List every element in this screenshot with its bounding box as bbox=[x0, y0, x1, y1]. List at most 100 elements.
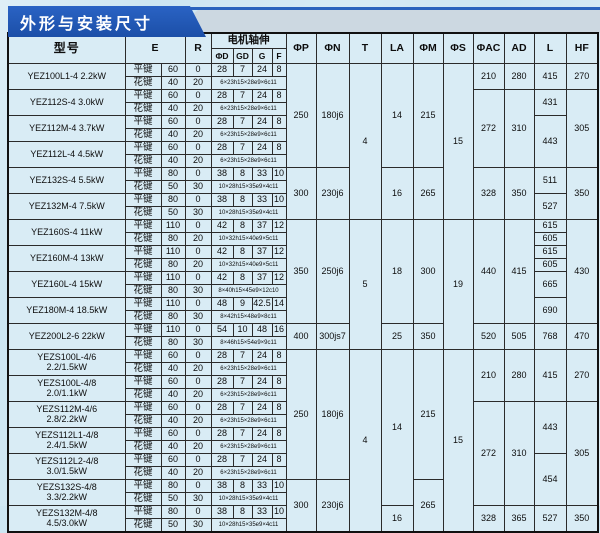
value-cell: 7 bbox=[232, 63, 253, 77]
model-cell: YEZ112L-4 4.5kW bbox=[7, 141, 126, 168]
value-cell: 8 bbox=[232, 219, 253, 233]
value-cell: 30 bbox=[184, 492, 212, 506]
table-body: YEZ100L1-4 2.2kW 平键 60 0 28 7 24 8 250 180j6 4 14 21… bbox=[7, 63, 599, 533]
value-cell: 300js7 bbox=[315, 323, 350, 350]
value-cell: 8 bbox=[232, 271, 253, 285]
model-cell: YEZ160L-4 15kW bbox=[7, 271, 126, 298]
value-cell: 280 bbox=[503, 63, 535, 90]
key-type-cell: 平键 bbox=[124, 297, 162, 311]
value-cell: 7 bbox=[232, 401, 253, 415]
spline-spec-cell: 6×23h15×28e9×6c11 bbox=[210, 128, 287, 142]
key-type-cell: 花键 bbox=[124, 258, 162, 272]
value-cell: 33 bbox=[251, 193, 273, 207]
header-gd: GD bbox=[232, 48, 253, 64]
value-cell: 470 bbox=[565, 323, 599, 350]
value-cell: 30 bbox=[184, 206, 212, 220]
value-cell: 28 bbox=[210, 349, 234, 363]
key-type-cell: 平键 bbox=[124, 115, 162, 129]
header-t: T bbox=[348, 32, 382, 64]
table-row: YEZ112L-4 4.5kW 平键 60 0 28 7 24 8 bbox=[7, 141, 598, 168]
spline-spec-cell: 10×28h15×35e9×4c11 bbox=[210, 492, 287, 506]
value-cell: 28 bbox=[210, 427, 234, 441]
value-cell: 60 bbox=[160, 115, 186, 129]
section-title-bar: 外形与安装尺寸 bbox=[8, 6, 206, 37]
value-cell: 42 bbox=[210, 271, 234, 285]
spline-spec-cell: 8×46h15×54e9×9c11 bbox=[210, 336, 287, 350]
value-cell: 20 bbox=[184, 154, 212, 168]
value-cell: 24 bbox=[251, 141, 273, 155]
model-cell: YEZ132S-4 5.5kW bbox=[7, 167, 126, 194]
value-cell: 615 bbox=[533, 219, 567, 233]
table-row: YEZ180M-4 18.5kW 平键 110 0 48 9 42.5 14 690 bbox=[7, 297, 598, 324]
value-cell: 443 bbox=[533, 115, 567, 168]
value-cell: 0 bbox=[184, 115, 212, 129]
value-cell: 7 bbox=[232, 349, 253, 363]
value-cell: 14 bbox=[380, 63, 414, 168]
title-background-band bbox=[170, 10, 600, 33]
spline-spec-cell: 10×28h15×35e9×4c11 bbox=[210, 518, 287, 533]
value-cell: 8 bbox=[271, 375, 287, 389]
value-cell: 40 bbox=[160, 362, 186, 376]
value-cell: 30 bbox=[184, 310, 212, 324]
value-cell: 40 bbox=[160, 440, 186, 454]
value-cell: 28 bbox=[210, 89, 234, 103]
key-type-cell: 平键 bbox=[124, 375, 162, 389]
value-cell: 20 bbox=[184, 388, 212, 402]
header-f: F bbox=[271, 48, 287, 64]
key-type-cell: 平键 bbox=[124, 193, 162, 207]
model-cell: YEZ180M-4 18.5kW bbox=[7, 297, 126, 324]
dimensions-table: 型号 E R 电机轴伸 ΦP ΦN T LA ΦM ΦS ΦAC AD L HF… bbox=[7, 32, 600, 533]
header-la: LA bbox=[380, 32, 414, 64]
value-cell: 0 bbox=[184, 375, 212, 389]
value-cell: 42.5 bbox=[251, 297, 273, 311]
value-cell: 16 bbox=[380, 505, 414, 533]
value-cell: 305 bbox=[565, 89, 599, 168]
value-cell: 20 bbox=[184, 466, 212, 480]
value-cell: 20 bbox=[184, 128, 212, 142]
key-type-cell: 花键 bbox=[124, 154, 162, 168]
value-cell: 80 bbox=[160, 284, 186, 298]
value-cell: 250 bbox=[285, 349, 317, 480]
value-cell: 4 bbox=[348, 349, 382, 533]
value-cell: 40 bbox=[160, 154, 186, 168]
value-cell: 38 bbox=[210, 167, 234, 181]
table-row: 花键 80 30 8×46h15×54e9×9c11 bbox=[8, 336, 598, 350]
model-cell: YEZS132M-4/8 4.5/3.0kW bbox=[7, 505, 126, 533]
key-type-cell: 平键 bbox=[124, 89, 162, 103]
value-cell: 30 bbox=[184, 518, 212, 533]
table-row: YEZS112L1-4/8 2.4/1.5kW 平键 60 0 28 7 24 8 bbox=[7, 427, 598, 454]
value-cell: 454 bbox=[533, 453, 567, 506]
value-cell: 38 bbox=[210, 505, 234, 519]
value-cell: 265 bbox=[412, 167, 444, 220]
value-cell: 250j6 bbox=[315, 219, 350, 324]
model-cell: YEZ132M-4 7.5kW bbox=[7, 193, 126, 220]
value-cell: 10 bbox=[271, 167, 287, 181]
value-cell: 440 bbox=[472, 219, 505, 324]
value-cell: 4 bbox=[348, 63, 382, 220]
spline-spec-cell: 8×40h15×45e9×12c10 bbox=[210, 284, 287, 298]
value-cell: 80 bbox=[160, 167, 186, 181]
value-cell: 230j6 bbox=[315, 167, 350, 220]
table-row: YEZ160M-4 13kW 平键 110 0 42 8 37 12 615 bbox=[7, 245, 598, 272]
key-type-cell: 花键 bbox=[124, 414, 162, 428]
value-cell: 210 bbox=[472, 349, 505, 402]
table-row: 花键 50 30 10×28h15×35e9×4c11 bbox=[8, 492, 598, 506]
value-cell: 210 bbox=[472, 63, 505, 90]
value-cell: 665 bbox=[533, 271, 567, 298]
value-cell: 28 bbox=[210, 375, 234, 389]
value-cell: 28 bbox=[210, 115, 234, 129]
spline-spec-cell: 6×23h15×28e9×6c11 bbox=[210, 102, 287, 116]
header-shaft-extension: 电机轴伸 bbox=[210, 32, 287, 49]
value-cell: 40 bbox=[160, 388, 186, 402]
model-cell: YEZ112S-4 3.0kW bbox=[7, 89, 126, 116]
value-cell: 60 bbox=[160, 453, 186, 467]
value-cell: 37 bbox=[251, 245, 273, 259]
key-type-cell: 花键 bbox=[124, 492, 162, 506]
value-cell: 300 bbox=[285, 167, 317, 220]
key-type-cell: 花键 bbox=[124, 440, 162, 454]
value-cell: 0 bbox=[184, 167, 212, 181]
value-cell: 30 bbox=[184, 180, 212, 194]
table-row: 花键 80 30 8×42h15×48e9×8c11 bbox=[8, 310, 598, 324]
table-row: YEZS100L-4/6 2.2/1.5kW 平键 60 0 28 7 24 8 250 180j… bbox=[7, 349, 599, 533]
